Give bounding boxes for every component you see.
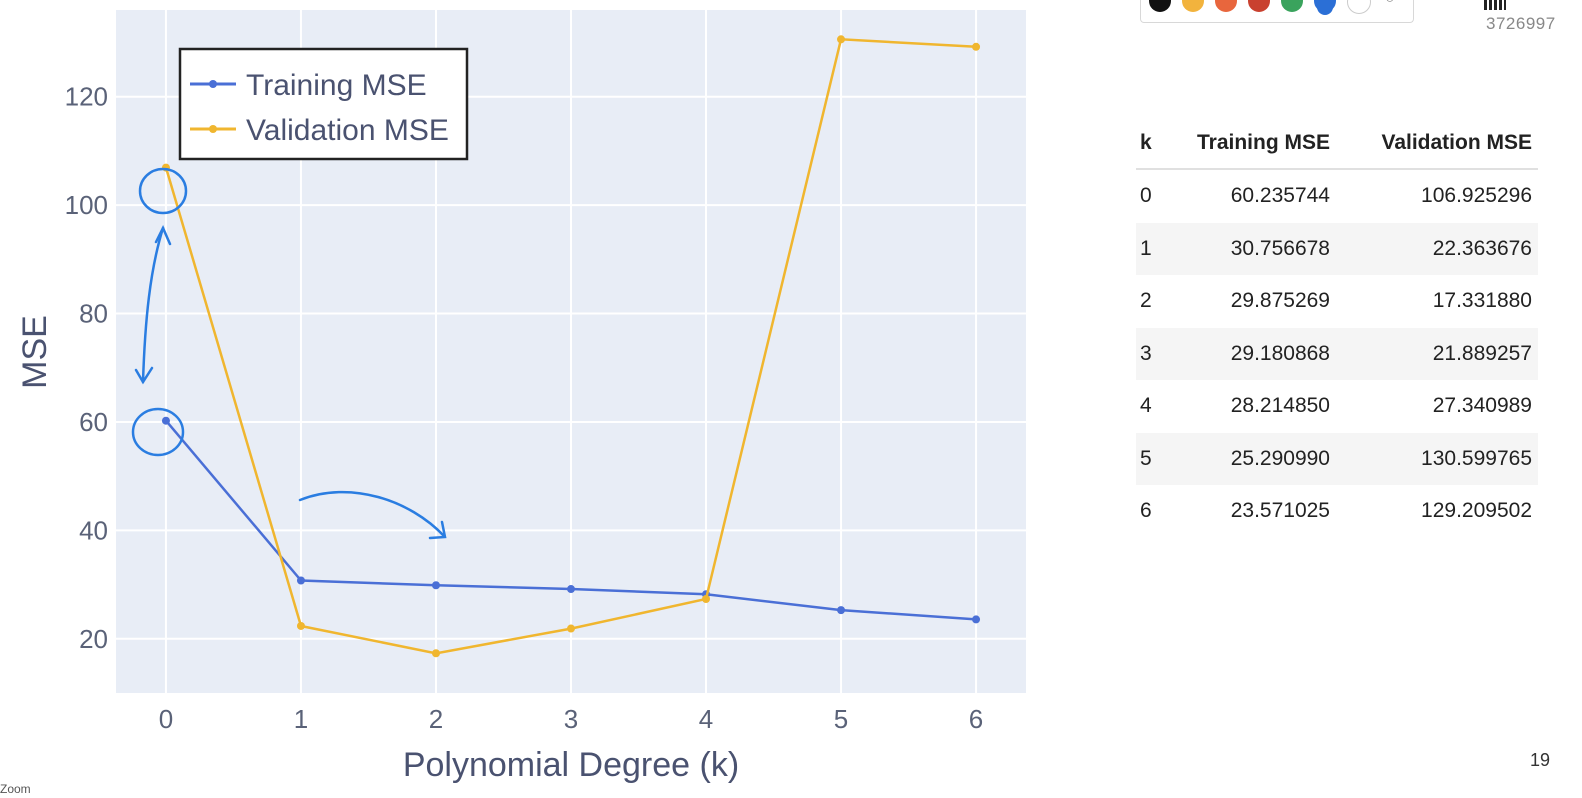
x-tick-label: 4 (699, 704, 713, 734)
y-tick-labels: 20 40 60 80 100 120 (65, 82, 108, 654)
training-mse-point (567, 585, 575, 594)
color-swatch[interactable] (1248, 0, 1270, 12)
color-swatch[interactable] (1281, 0, 1303, 12)
series-layer (161, 35, 981, 658)
annotation-arrowhead-top (154, 225, 172, 246)
cell-training-mse: 28.214850 (1230, 394, 1330, 418)
training-mse-point (837, 606, 846, 615)
annotation-toolbar: ○ (1140, 0, 1414, 23)
x-tick-label: 1 (294, 704, 308, 734)
cell-validation-mse: 17.331880 (1432, 289, 1532, 313)
cell-training-mse: 30.756678 (1174, 222, 1336, 275)
table-header-validation: Validation MSE (1336, 118, 1538, 170)
corner-label: Zoom (0, 782, 31, 796)
table-header-k: k (1136, 118, 1174, 170)
cell-validation-mse: 21.889257 (1336, 327, 1538, 380)
table-row: 0 60.235744 106.925296 (1136, 169, 1538, 223)
x-tick-labels: 0 1 2 3 4 5 6 (159, 704, 984, 734)
y-axis-title: MSE (16, 315, 54, 389)
more-colors-icon[interactable]: ○ (1385, 0, 1395, 8)
legend: Training MSE Validation MSE (178, 47, 469, 161)
annotation-arrowhead-bottom (134, 366, 154, 385)
legend-label-training: Training MSE (246, 69, 427, 102)
color-swatch[interactable] (1149, 0, 1171, 12)
annotation-curved-arrow (298, 490, 446, 538)
x-tick-label: 0 (159, 704, 173, 734)
y-tick-label: 40 (79, 515, 108, 545)
table-row: 6 23.571025 129.209502 (1136, 485, 1538, 538)
qr-code-icon (1484, 0, 1506, 10)
cell-validation-mse: 27.340989 (1432, 394, 1532, 418)
training-mse-point (296, 576, 305, 585)
cell-k: 4 (1140, 394, 1152, 418)
y-tick-label: 100 (65, 190, 108, 220)
y-tick-label: 120 (65, 82, 108, 112)
validation-mse-point (567, 624, 575, 633)
cell-k: 1 (1136, 222, 1174, 275)
color-swatch[interactable] (1182, 0, 1204, 12)
annotation-circle-validation (138, 167, 188, 215)
cell-k: 6 (1140, 499, 1152, 523)
table-row: 1 30.756678 22.363676 (1136, 222, 1538, 275)
cell-training-mse: 23.571025 (1230, 499, 1330, 523)
cell-training-mse: 60.235744 (1230, 184, 1330, 208)
cell-training-mse: 25.290990 (1174, 432, 1336, 485)
training-mse-point (161, 416, 170, 425)
validation-mse-point (972, 42, 981, 51)
color-swatch[interactable] (1314, 0, 1336, 12)
mse-table: k Training MSE Validation MSE 0 60.235744… (1136, 118, 1538, 538)
cell-k: 3 (1136, 327, 1174, 380)
legend-box (178, 47, 469, 161)
validation-mse-point (837, 35, 846, 44)
table-header-row: k Training MSE Validation MSE (1136, 118, 1538, 170)
cell-validation-mse: 106.925296 (1421, 184, 1532, 208)
cell-k: 5 (1136, 432, 1174, 485)
handwritten-annotations (131, 167, 447, 540)
cell-training-mse: 29.875269 (1230, 289, 1330, 313)
legend-label-validation: Validation MSE (246, 114, 449, 147)
validation-mse-point (431, 649, 440, 658)
cell-validation-mse: 22.363676 (1336, 222, 1538, 275)
table-row: 5 25.290990 130.599765 (1136, 432, 1538, 485)
cell-validation-mse: 130.599765 (1336, 432, 1538, 485)
y-tick-label: 20 (79, 624, 108, 654)
table-row: 2 29.875269 17.331880 (1136, 275, 1538, 328)
y-tick-label: 80 (79, 299, 108, 329)
annotation-curved-arrowhead (428, 520, 447, 540)
validation-mse-point (702, 595, 711, 604)
cell-k: 0 (1140, 184, 1152, 208)
cell-k: 2 (1140, 289, 1152, 313)
page-number: 19 (1530, 750, 1551, 770)
legend-marker-validation (209, 125, 217, 133)
annotation-circle-training (131, 407, 185, 457)
x-tick-label: 2 (429, 704, 443, 734)
cell-training-mse: 29.180868 (1174, 327, 1336, 380)
annotation-double-arrow (141, 226, 165, 384)
table-row: 3 29.180868 21.889257 (1136, 327, 1538, 380)
x-axis-title: Polynomial Degree (k) (403, 746, 739, 784)
x-tick-label: 6 (969, 704, 983, 734)
y-tick-label: 60 (79, 407, 108, 437)
x-tick-label: 5 (834, 704, 848, 734)
table-row: 4 28.214850 27.340989 (1136, 380, 1538, 433)
training-mse-point (972, 615, 981, 624)
meeting-id: 3726997 (1486, 14, 1556, 33)
table-header-training: Training MSE (1174, 118, 1336, 170)
training-mse-point (431, 581, 440, 590)
x-tick-label: 3 (564, 704, 578, 734)
color-swatch[interactable] (1347, 0, 1371, 14)
legend-marker-training (209, 80, 217, 88)
cell-validation-mse: 129.209502 (1421, 499, 1532, 523)
validation-mse-point (296, 621, 305, 630)
mse-line-chart: 20 40 60 80 100 120 0 1 2 3 4 5 6 Training MSE Vali… (16, 10, 1026, 784)
color-swatch[interactable] (1215, 0, 1237, 12)
